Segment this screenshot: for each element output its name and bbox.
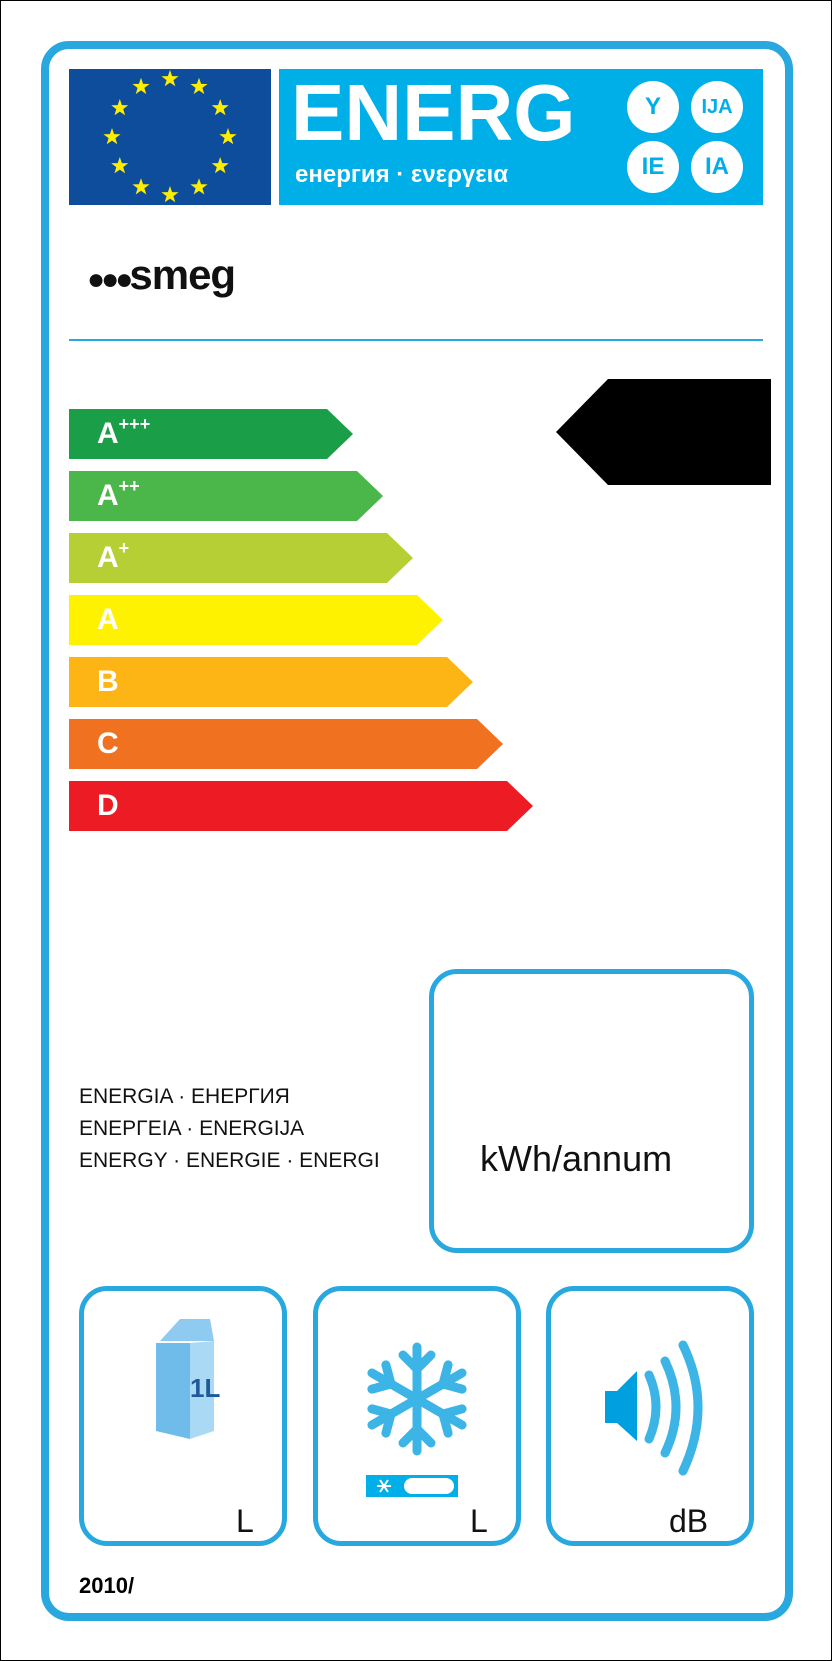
star-icon: [161, 70, 179, 87]
fresh-volume-box: 1L L: [79, 1286, 287, 1546]
energy-class-d: D: [69, 781, 533, 831]
star-icon: [103, 128, 121, 145]
energy-multilingual: ENERGIA · ЕНЕРГИЯ ΕΝΕΡΓΕΙΑ · ENERGIJA EN…: [79, 1081, 380, 1177]
star-icon: [111, 157, 129, 174]
milk-carton-icon: 1L: [156, 1319, 220, 1439]
energy-line: ENERGY · ENERGIE · ENERGI: [79, 1149, 380, 1172]
speaker-icon: [605, 1340, 703, 1476]
energy-class-app: A++: [69, 471, 383, 521]
star-icon: [190, 77, 208, 95]
energy-class-appp: A+++: [69, 409, 353, 459]
noise-box: dB: [546, 1286, 754, 1546]
consumption-box: kWh/annum: [429, 969, 754, 1253]
suffix-ie: IE: [627, 141, 679, 193]
energy-class-ap: A+: [69, 533, 413, 583]
label-frame: [41, 41, 793, 1621]
frozen-unit: L: [470, 1503, 488, 1539]
suffix-y: Y: [627, 81, 679, 133]
regulation-number: 2010/: [79, 1573, 135, 1598]
energy-header: ENERG енергия · ενεργεια Y IJA IE IA: [279, 69, 763, 205]
divider: [69, 339, 763, 341]
header-title: ENERG: [291, 68, 576, 157]
suffix-ija: IJA: [691, 81, 743, 133]
energy-class-a: A: [69, 595, 443, 645]
eu-flag-icon: [69, 69, 271, 205]
frozen-volume-box: L: [313, 1286, 521, 1546]
snowflake-icon: [362, 1342, 472, 1497]
fresh-unit: L: [236, 1503, 254, 1539]
star-icon: [161, 186, 179, 203]
energy-class-c: C: [69, 719, 503, 769]
star-icon: [219, 128, 237, 145]
star-icon: [211, 157, 229, 174]
rating-arrow: [556, 379, 771, 485]
energy-line: ΕΝΕΡΓΕΙΑ · ENERGIJA: [79, 1117, 305, 1140]
star-icon: [111, 99, 129, 116]
carton-label: 1L: [190, 1373, 220, 1403]
star-icon: [190, 178, 208, 195]
star-icon: [132, 77, 150, 95]
suffix-ia: IA: [691, 141, 743, 193]
star-icon: [211, 99, 229, 116]
noise-unit: dB: [669, 1503, 709, 1539]
brand-logo: ●●●smeg: [87, 251, 236, 298]
header-subtitle: енергия · ενεργεια: [295, 161, 509, 188]
energy-class-b: B: [69, 657, 473, 707]
star-icon: [132, 178, 150, 195]
consumption-unit: kWh/annum: [480, 1138, 673, 1179]
energy-line: ENERGIA · ЕНЕРГИЯ: [79, 1085, 290, 1108]
